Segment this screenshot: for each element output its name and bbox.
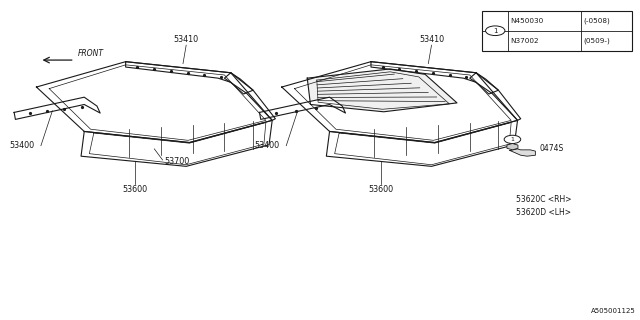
- Polygon shape: [307, 69, 457, 112]
- Text: 1: 1: [511, 137, 515, 142]
- Text: 53600: 53600: [368, 185, 393, 194]
- Circle shape: [504, 135, 521, 143]
- Polygon shape: [470, 73, 521, 120]
- Text: 53620C <RH>: 53620C <RH>: [516, 195, 572, 204]
- Polygon shape: [371, 62, 499, 94]
- Circle shape: [486, 26, 505, 36]
- Polygon shape: [510, 149, 536, 156]
- Polygon shape: [14, 97, 100, 119]
- Text: 53410: 53410: [419, 35, 444, 44]
- Text: 53700: 53700: [164, 157, 189, 166]
- Text: 53600: 53600: [123, 185, 148, 194]
- Text: FRONT: FRONT: [78, 50, 104, 59]
- Text: (-0508): (-0508): [584, 18, 611, 24]
- Text: 0474S: 0474S: [540, 144, 564, 153]
- Polygon shape: [326, 120, 518, 166]
- Text: A505001125: A505001125: [591, 308, 636, 314]
- Text: 53620D <LH>: 53620D <LH>: [516, 208, 572, 217]
- Text: 53400: 53400: [9, 141, 34, 150]
- Text: N37002: N37002: [511, 38, 539, 44]
- Polygon shape: [81, 120, 272, 166]
- Text: 53400: 53400: [254, 141, 280, 150]
- Bar: [483, 11, 632, 51]
- Polygon shape: [225, 73, 275, 120]
- Text: (0509-): (0509-): [584, 37, 611, 44]
- Polygon shape: [282, 62, 518, 142]
- Text: 1: 1: [493, 28, 497, 34]
- Polygon shape: [259, 97, 346, 119]
- Polygon shape: [125, 62, 253, 94]
- Polygon shape: [507, 143, 518, 150]
- Polygon shape: [36, 62, 272, 142]
- Text: 53410: 53410: [173, 35, 199, 44]
- Text: N450030: N450030: [511, 18, 544, 24]
